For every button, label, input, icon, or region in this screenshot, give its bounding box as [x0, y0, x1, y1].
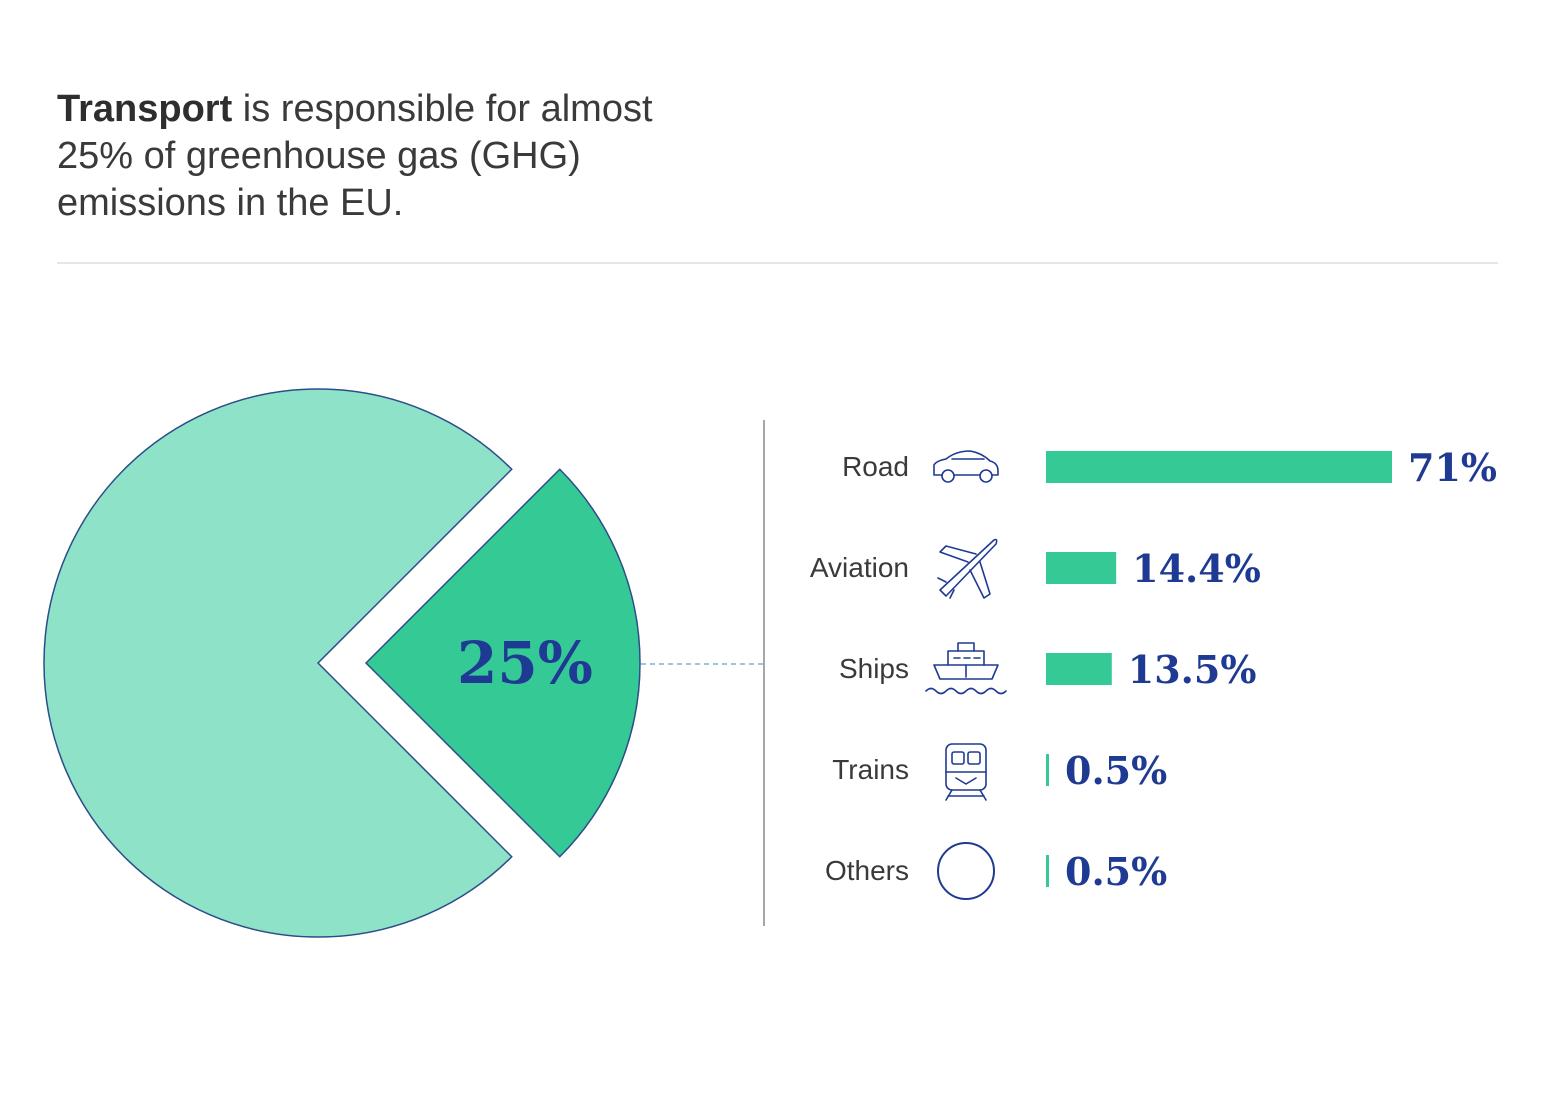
circle-icon	[937, 842, 995, 900]
bar-row-others: Others 0.5%	[825, 842, 1167, 900]
value-label: 13.5%	[1128, 647, 1257, 692]
bar	[1046, 552, 1117, 584]
pie-slice-main	[43, 388, 513, 938]
plane-icon	[937, 538, 998, 599]
category-label: Others	[825, 855, 909, 886]
bar	[1046, 653, 1112, 685]
pie-slice-exploded	[364, 468, 641, 858]
pie-slice-group-0	[43, 388, 513, 938]
category-label: Trains	[832, 754, 909, 785]
train-icon	[945, 743, 987, 801]
pie-slice-group-1: 25%	[364, 468, 641, 858]
value-label: 0.5%	[1065, 849, 1167, 894]
bar-row-road: Road 71%	[842, 445, 1497, 490]
value-label: 71%	[1408, 445, 1497, 490]
bar-row-aviation: Aviation 14.4%	[810, 538, 1261, 599]
value-label: 14.4%	[1132, 546, 1261, 591]
pie-slice-label: 25%	[457, 629, 593, 697]
bar-row-trains: Trains 0.5%	[832, 743, 1167, 801]
bar	[1046, 451, 1392, 483]
value-label: 0.5%	[1065, 748, 1167, 793]
category-label: Ships	[839, 653, 909, 684]
bar-chart: Road 71% Aviation 14.4% Ships 13.5% Trains 0.5%…	[810, 445, 1497, 900]
bar-row-ships: Ships 13.5%	[839, 642, 1257, 695]
category-label: Aviation	[810, 552, 909, 583]
category-label: Road	[842, 451, 909, 482]
headline-rest: is responsible for almost 25% of greenho…	[57, 88, 653, 224]
headline-bold: Transport	[57, 88, 233, 130]
bar	[1046, 855, 1049, 887]
pie-chart: 25%	[43, 388, 641, 938]
bar	[1046, 754, 1049, 786]
headline: Transport is responsible for almost 25% …	[57, 86, 697, 227]
divider	[57, 262, 1498, 264]
ship-icon	[925, 642, 1007, 695]
car-icon	[933, 450, 999, 483]
